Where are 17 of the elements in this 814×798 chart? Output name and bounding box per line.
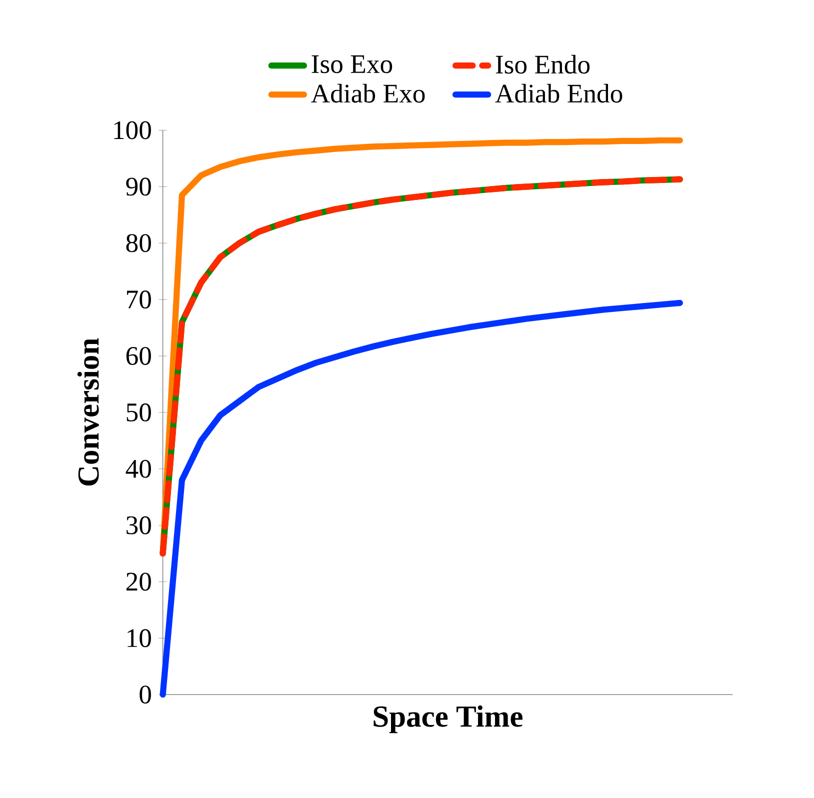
legend-label: Iso Endo bbox=[496, 55, 590, 74]
y-tick-label: 10 bbox=[128, 629, 151, 648]
y-axis-title: Conversion bbox=[77, 338, 99, 486]
y-tick-label: 30 bbox=[126, 516, 151, 534]
legend-label: Iso Exo bbox=[312, 56, 392, 74]
x-axis-title: Space Time bbox=[374, 706, 522, 734]
y-tick-label: 100 bbox=[114, 121, 151, 140]
y-tick-label: 40 bbox=[126, 460, 151, 478]
legend-label: Adiab Endo bbox=[495, 84, 622, 103]
y-tick-label: 0 bbox=[140, 686, 151, 704]
y-tick-label: 80 bbox=[126, 234, 151, 252]
y-tick-label: 90 bbox=[126, 178, 151, 196]
legend-label: Adiab Exo bbox=[311, 84, 425, 103]
y-tick-label: 20 bbox=[126, 572, 151, 591]
y-tick-label: 70 bbox=[127, 290, 151, 309]
y-tick-label: 60 bbox=[126, 347, 151, 366]
y-tick-label: 50 bbox=[126, 404, 151, 422]
